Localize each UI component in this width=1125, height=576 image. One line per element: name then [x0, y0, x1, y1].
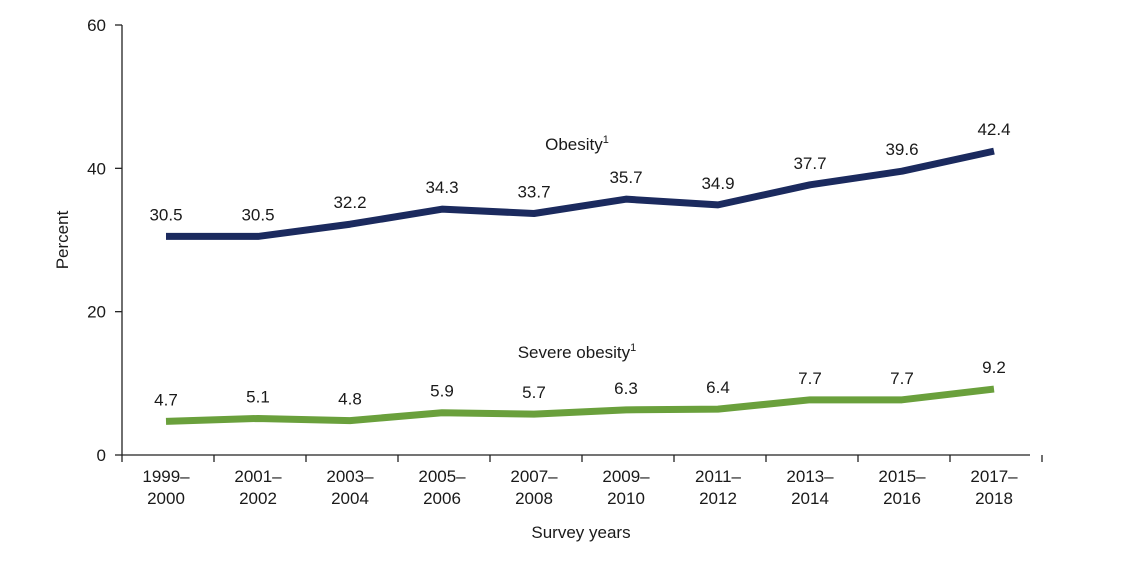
- data-label: 5.7: [522, 383, 546, 402]
- y-tick-label: 0: [97, 446, 106, 465]
- x-tick-label-line: 2007–: [510, 467, 558, 486]
- x-tick-label: 2017– 2018: [970, 467, 1018, 508]
- x-tick-label-line: 2013–: [786, 467, 834, 486]
- series-name-obesity: Obesity1: [545, 134, 609, 154]
- data-label: 4.7: [154, 390, 178, 409]
- data-label: 7.7: [798, 369, 822, 388]
- x-tick-label: 2011– 2012: [695, 467, 742, 508]
- y-tick-label: 60: [87, 16, 106, 35]
- series-name-text: Obesity: [545, 135, 603, 154]
- data-label: 5.1: [246, 387, 270, 406]
- data-label: 9.2: [982, 358, 1006, 377]
- x-tick-label: 2003– 2004: [326, 467, 374, 508]
- series-name-footnote: 1: [603, 134, 609, 146]
- x-tick-label-line: 2012: [699, 489, 737, 508]
- data-label: 33.7: [517, 182, 550, 201]
- x-tick-label-line: 2000: [147, 489, 185, 508]
- data-label: 34.9: [701, 174, 734, 193]
- x-tick-label-line: 2006: [423, 489, 461, 508]
- data-label: 6.4: [706, 378, 730, 397]
- x-tick-label-line: 1999–: [142, 467, 190, 486]
- x-tick-label-line: 2001–: [234, 467, 282, 486]
- series-name-severe-obesity: Severe obesity1: [518, 342, 637, 362]
- x-tick-label: 2005– 2006: [418, 467, 466, 508]
- data-label: 39.6: [885, 140, 918, 159]
- x-axis-ticks: 1999– 2000 2001– 2002 2003– 2004 2005– 2006 2007…: [121, 455, 1043, 508]
- x-tick-label-line: 2018: [975, 489, 1013, 508]
- x-tick-label-line: 2004: [331, 489, 369, 508]
- x-tick-label-line: 2009–: [602, 467, 650, 486]
- data-label: 42.4: [977, 120, 1010, 139]
- x-tick-label-line: 2014: [791, 489, 829, 508]
- y-tick-label: 40: [87, 159, 106, 178]
- data-label: 6.3: [614, 379, 638, 398]
- data-label: 7.7: [890, 369, 914, 388]
- x-tick-label: 2001– 2002: [234, 467, 282, 508]
- x-tick-label-line: 2005–: [418, 467, 466, 486]
- data-label: 37.7: [793, 154, 826, 173]
- data-label: 4.8: [338, 390, 362, 409]
- x-tick-label: 2009– 2010: [602, 467, 650, 508]
- x-tick-label: 2013– 2014: [786, 467, 834, 508]
- series-name-footnote: 1: [630, 342, 636, 354]
- axes: [121, 25, 1030, 456]
- x-tick-label-line: 2010: [607, 489, 645, 508]
- data-label: 35.7: [609, 168, 642, 187]
- x-tick-label-line: 2011–: [695, 467, 742, 486]
- series-line-severe-obesity: [165, 385, 995, 425]
- data-label: 30.5: [241, 205, 274, 224]
- x-tick-label: 2015– 2016: [878, 467, 926, 508]
- data-label: 32.2: [333, 193, 366, 212]
- series-line-obesity: [166, 147, 995, 240]
- x-tick-label-line: 2015–: [878, 467, 926, 486]
- data-label: 5.9: [430, 382, 454, 401]
- data-labels: 30.5 30.5 32.2 34.3 33.7 35.7 34.9 37.7 39.6 42.4…: [149, 120, 1010, 409]
- x-tick-label-line: 2016: [883, 489, 921, 508]
- x-tick-label-line: 2002: [239, 489, 277, 508]
- x-tick-label: 2007– 2008: [510, 467, 558, 508]
- x-tick-label-line: 2017–: [970, 467, 1018, 486]
- y-axis-ticks: 0 20 40 60: [87, 16, 122, 465]
- y-tick-label: 20: [87, 303, 106, 322]
- data-label: 34.3: [425, 178, 458, 197]
- x-tick-label-line: 2003–: [326, 467, 374, 486]
- data-label: 30.5: [149, 205, 182, 224]
- x-tick-label: 1999– 2000: [142, 467, 190, 508]
- x-axis-title: Survey years: [531, 523, 630, 542]
- x-tick-label-line: 2008: [515, 489, 553, 508]
- series-lines: [165, 147, 995, 425]
- series-name-text: Severe obesity: [518, 343, 631, 362]
- y-axis-title: Percent: [53, 210, 72, 269]
